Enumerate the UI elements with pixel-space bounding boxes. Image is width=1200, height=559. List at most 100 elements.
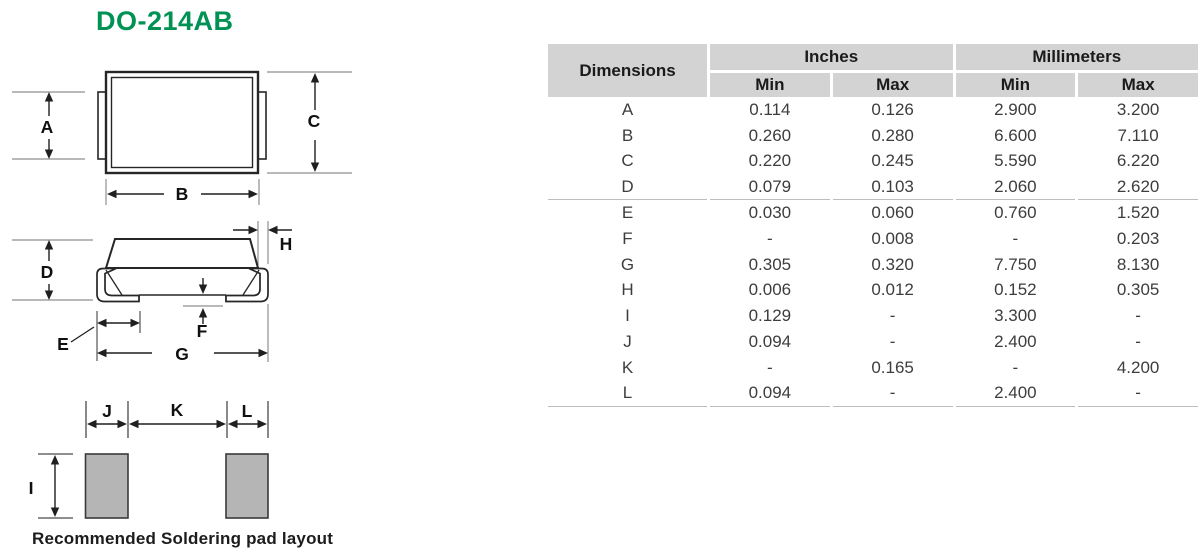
dim-a-extension-lines	[12, 91, 85, 160]
value-cell: -	[832, 380, 953, 407]
value-cell: 0.152	[955, 277, 1076, 304]
arrow-left-icon	[87, 419, 97, 429]
soldering-pad-caption: Recommended Soldering pad layout	[32, 529, 334, 548]
dim-e-leader-line	[70, 326, 95, 343]
value-cell: 0.129	[710, 303, 830, 330]
value-cell: 0.220	[710, 148, 830, 175]
arrow-right-icon	[248, 225, 258, 235]
dim-j: J	[87, 401, 127, 429]
value-cell: 0.103	[832, 174, 953, 201]
dim-label-l: L	[242, 401, 253, 421]
dim-l: L	[228, 401, 267, 429]
value-cell: -	[1078, 380, 1198, 407]
arrow-up-icon	[50, 455, 60, 465]
dim-label-f: F	[197, 321, 208, 341]
dim-cell: J	[548, 329, 707, 355]
value-cell: 0.094	[710, 380, 830, 407]
arrow-down-icon	[44, 149, 54, 159]
package-drawings: A C B	[12, 70, 352, 519]
dim-cell: H	[548, 277, 707, 304]
arrow-left-icon	[129, 419, 139, 429]
value-cell: 2.900	[955, 97, 1076, 123]
arrow-down-icon	[198, 284, 208, 294]
value-cell: 3.300	[955, 303, 1076, 330]
value-cell: 2.400	[955, 329, 1076, 355]
value-cell: 0.094	[710, 329, 830, 355]
dim-label-i: I	[29, 478, 34, 498]
value-cell: -	[710, 225, 830, 252]
header-dimensions: Dimensions	[548, 44, 707, 97]
value-cell: -	[955, 354, 1076, 381]
value-cell: -	[1078, 329, 1198, 355]
value-cell: 0.008	[832, 225, 953, 252]
value-cell: 0.245	[832, 148, 953, 175]
arrow-up-icon	[310, 73, 320, 83]
arrow-left-icon	[268, 225, 278, 235]
header-millimeters: Millimeters	[955, 44, 1198, 70]
subheader-inches-max: Max	[832, 73, 953, 97]
value-cell: 0.760	[955, 200, 1076, 226]
dim-c: C	[267, 71, 352, 174]
arrow-down-icon	[50, 507, 60, 517]
pad-layout: J K L	[29, 400, 269, 519]
side-view: D H F	[12, 221, 292, 364]
arrow-right-icon	[248, 189, 258, 199]
subheader-inches-min: Min	[710, 73, 830, 97]
side-view-body-top	[104, 238, 260, 269]
dim-e: E	[57, 311, 141, 361]
arrow-right-icon	[117, 419, 127, 429]
dim-cell: C	[548, 148, 707, 175]
dim-label-c: C	[308, 111, 321, 131]
dim-cell: G	[548, 251, 707, 278]
dim-label-e: E	[57, 334, 69, 354]
dim-label-a: A	[41, 117, 54, 137]
value-cell: 0.260	[710, 122, 830, 149]
arrow-left-icon	[107, 189, 117, 199]
header-inches: Inches	[710, 44, 953, 70]
arrow-down-icon	[44, 290, 54, 300]
subheader-mm-max: Max	[1078, 73, 1198, 97]
value-cell: 0.320	[832, 251, 953, 278]
value-cell: -	[710, 354, 830, 381]
dim-cell: F	[548, 225, 707, 252]
side-view-right-lead	[225, 267, 269, 303]
top-view: A C B	[12, 70, 352, 205]
value-cell: 0.305	[1078, 277, 1198, 304]
value-cell: 6.220	[1078, 148, 1198, 175]
value-cell: 2.400	[955, 380, 1076, 407]
dim-k: K	[129, 400, 226, 429]
dim-d-extension-lines	[12, 239, 93, 301]
dim-label-h: H	[280, 234, 293, 254]
dim-cell: A	[548, 97, 707, 123]
value-cell: 3.200	[1078, 97, 1198, 123]
value-cell: 0.012	[832, 277, 953, 304]
value-cell: 2.620	[1078, 174, 1198, 201]
dim-label-b: B	[176, 184, 189, 204]
dimensions-table: Dimensions Inches Millimeters Min Max Mi…	[548, 44, 1198, 407]
arrow-right-icon	[257, 419, 267, 429]
side-view-left-lead	[96, 267, 140, 303]
table-header: Dimensions Inches Millimeters Min Max Mi…	[548, 44, 1198, 97]
value-cell: 1.520	[1078, 200, 1198, 226]
dim-label-k: K	[171, 400, 184, 420]
value-cell: 6.600	[955, 122, 1076, 149]
dim-cell: I	[548, 303, 707, 330]
value-cell: -	[955, 225, 1076, 252]
top-view-body-outline	[104, 70, 260, 175]
dim-g: G	[97, 344, 268, 364]
top-view-body-inner	[110, 76, 254, 169]
pad-left	[84, 453, 129, 519]
value-cell: 0.114	[710, 97, 830, 123]
arrow-right-icon	[258, 348, 268, 358]
dim-label-g: G	[175, 344, 189, 364]
dim-cell: L	[548, 380, 707, 407]
value-cell: 5.590	[955, 148, 1076, 175]
dim-i: I	[29, 453, 73, 519]
dim-h-extension-lines	[257, 221, 269, 362]
arrow-right-icon	[216, 419, 226, 429]
subheader-mm-min: Min	[955, 73, 1076, 97]
dim-a: A	[41, 92, 54, 159]
left-lead-chamfer-line	[105, 269, 123, 296]
table-body: A 0.114 0.126 2.900 3.200 B 0.260 0.280 …	[548, 97, 1198, 407]
